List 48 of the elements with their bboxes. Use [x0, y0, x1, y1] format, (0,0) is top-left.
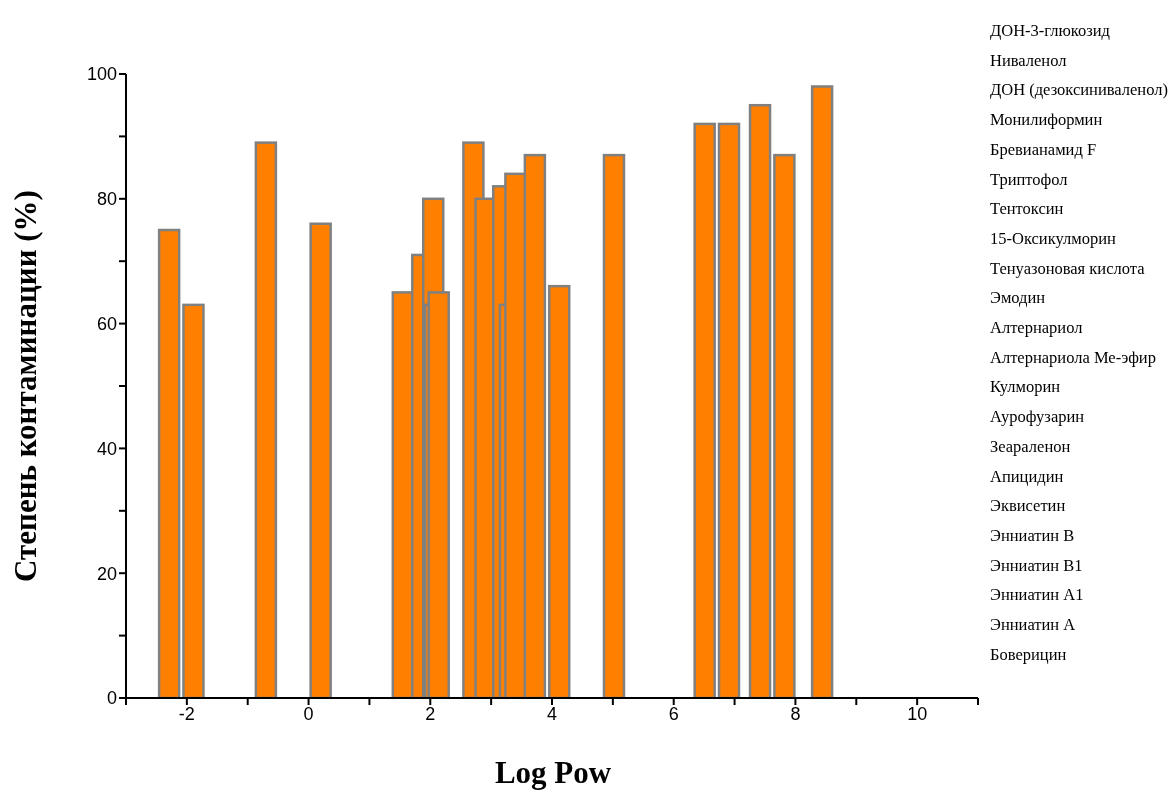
- x-axis-title: Log Pow: [493, 755, 613, 791]
- x-tick-label: 0: [303, 703, 314, 724]
- text: Боверицин: [990, 643, 1068, 666]
- bar: [717, 122, 741, 698]
- text: Зеараленон: [990, 435, 1072, 458]
- text: Энниатин А1: [990, 584, 1085, 607]
- bar: [602, 153, 626, 698]
- bar: [182, 303, 205, 698]
- x-tick-label: 8: [790, 703, 801, 724]
- text: ДОН-3-глюкозид: [990, 20, 1111, 42]
- text: Апицидин: [990, 465, 1065, 488]
- y-tick-label: 20: [96, 563, 117, 584]
- x-tick-label: 2: [425, 703, 436, 724]
- bar: [157, 228, 181, 698]
- text: Монилиформин: [990, 109, 1104, 132]
- text: Тенуазоновая кислота: [990, 257, 1146, 280]
- bar: [810, 85, 834, 698]
- y-axis-title: Степень контаминации (%): [8, 190, 44, 582]
- y-tick-label: 100: [86, 64, 117, 85]
- text: 15-Оксикулморин: [990, 227, 1117, 250]
- x-tick-label: 10: [907, 703, 928, 724]
- x-tick-label: 4: [546, 703, 558, 724]
- bar: [309, 222, 332, 698]
- text: Энниатин В: [990, 524, 1076, 547]
- text: Тентоксин: [990, 198, 1065, 221]
- text: Алтернариол: [990, 317, 1084, 340]
- y-tick-label: 80: [96, 189, 117, 210]
- text: Кулморин: [990, 376, 1062, 399]
- x-tick-label: -2: [178, 703, 195, 724]
- y-tick-label: 60: [96, 313, 117, 334]
- bar: [547, 284, 571, 698]
- text: ДОН (дезоксиниваленол): [990, 79, 1168, 102]
- bar: [693, 122, 716, 698]
- text: Эмодин: [990, 287, 1047, 310]
- bar: [748, 103, 772, 698]
- text: Триптофол: [990, 168, 1069, 191]
- text: Энниатин А: [990, 614, 1077, 637]
- bar: [773, 153, 796, 698]
- y-tick-label: 40: [96, 438, 117, 459]
- bar: [254, 141, 278, 698]
- text: Алтернариола Ме-эфир: [990, 346, 1157, 369]
- text: Бревианамид F: [990, 138, 1098, 161]
- text: Эквисетин: [990, 495, 1067, 518]
- text: Энниатин В1: [990, 554, 1084, 577]
- x-tick-label: 6: [668, 703, 679, 724]
- text: Ниваленол: [990, 49, 1068, 72]
- text: Аурофузарин: [990, 406, 1086, 429]
- y-tick-label: 0: [106, 688, 117, 709]
